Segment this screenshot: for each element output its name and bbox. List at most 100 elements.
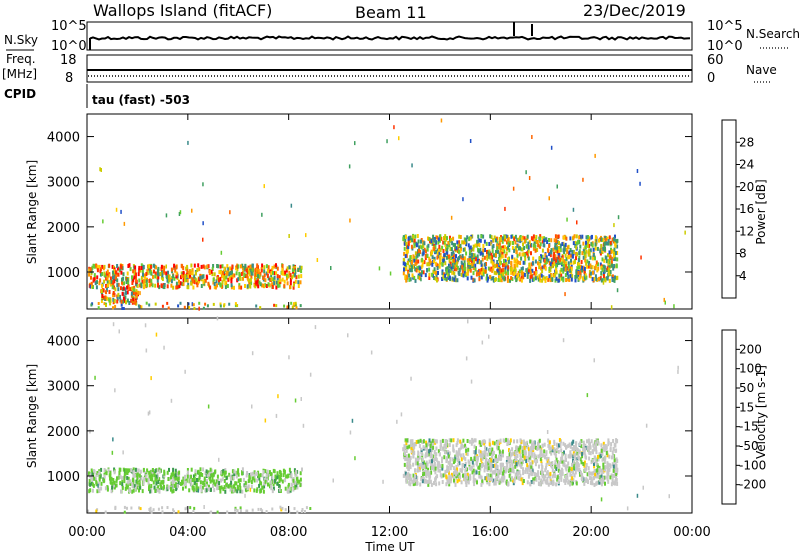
data-cell: [202, 280, 205, 285]
data-cell: [476, 254, 479, 259]
data-cell: [428, 441, 431, 446]
data-cell: [177, 481, 180, 485]
data-cell: [531, 468, 534, 473]
data-cell: [91, 488, 94, 493]
data-cell: [254, 272, 257, 277]
data-cell: [151, 473, 154, 478]
data-cell: [454, 264, 457, 269]
data-cell: [531, 268, 534, 273]
data-cell: [554, 267, 557, 272]
data-cell: [563, 267, 566, 271]
data-cell: [561, 242, 564, 246]
data-cell: [420, 452, 423, 456]
data-cell: [133, 484, 136, 489]
data-cell: [496, 241, 499, 246]
data-cell: [112, 478, 115, 482]
data-cell: [490, 259, 493, 264]
data-cell: [142, 467, 145, 472]
data-cell: [276, 471, 279, 476]
data-cell: [531, 442, 533, 447]
data-cell: [425, 479, 428, 484]
data-cell: [574, 452, 577, 457]
data-cell: [512, 466, 515, 471]
data-cell: [567, 461, 570, 466]
data-cell: [460, 445, 463, 450]
data-cell: [547, 438, 550, 443]
data-cell: [241, 263, 244, 268]
data-cell: [292, 285, 295, 290]
data-cell: [90, 281, 93, 286]
data-cell: [120, 489, 122, 494]
data-cell: [99, 278, 102, 283]
data-cell: [203, 265, 206, 270]
data-cell: [443, 455, 446, 460]
data-cell: [582, 265, 585, 270]
data-cell: [447, 460, 450, 465]
data-cell: [502, 272, 505, 277]
data-cell: [195, 484, 198, 488]
data-cell: [445, 456, 448, 461]
data-cell: [148, 470, 151, 475]
data-cell: [140, 305, 143, 309]
data-cell: [594, 472, 597, 477]
nsearch-top-tick: 10^5: [707, 19, 743, 34]
data-cell: [172, 479, 174, 484]
data-cell: [161, 273, 164, 278]
data-cell: [404, 238, 407, 243]
data-cell: [207, 281, 210, 286]
data-cell: [236, 485, 239, 489]
data-cell: [589, 255, 592, 260]
data-cell: [536, 239, 539, 244]
data-cell: [470, 379, 473, 384]
data-cell: [225, 476, 228, 481]
data-cell: [439, 234, 441, 239]
data-cell: [570, 473, 573, 478]
data-cell: [528, 464, 531, 469]
data-cell: [413, 479, 416, 484]
data-cell: [485, 460, 488, 465]
data-cell: [153, 473, 156, 478]
data-cell: [489, 255, 492, 260]
data-cell: [508, 448, 510, 453]
data-cell: [547, 277, 550, 282]
data-cell: [124, 486, 127, 491]
data-cell: [408, 444, 411, 449]
data-cell: [603, 244, 606, 249]
data-cell: [278, 484, 281, 488]
data-cell: [133, 290, 136, 295]
data-cell: [436, 464, 439, 469]
data-cell: [595, 468, 598, 473]
data-cell: [513, 439, 515, 444]
data-cell: [613, 458, 616, 463]
data-cell: [436, 251, 439, 256]
data-cell: [232, 475, 235, 480]
data-cell: [495, 249, 497, 254]
data-cell: [469, 265, 472, 269]
data-cell: [514, 267, 517, 272]
data-cell: [230, 485, 233, 490]
data-cell: [513, 259, 516, 264]
data-cell: [521, 481, 524, 486]
data-cell: [249, 472, 252, 477]
data-cell: [503, 439, 506, 443]
data-cell: [452, 444, 455, 449]
colorbar-tick-label: -50: [739, 439, 759, 453]
data-cell: [451, 457, 454, 462]
data-cell: [295, 473, 298, 478]
data-cell: [446, 266, 449, 271]
data-cell: [180, 481, 182, 486]
data-cell: [166, 278, 169, 283]
data-cell: [403, 246, 406, 251]
data-cell: [408, 481, 411, 486]
data-cell: [600, 443, 603, 448]
data-cell: [465, 448, 468, 453]
data-cell: [568, 250, 571, 255]
data-cell: [551, 474, 554, 479]
data-cell: [123, 221, 126, 226]
data-cell: [154, 274, 157, 279]
data-cell: [561, 261, 564, 266]
data-cell: [516, 238, 519, 243]
time-tick-label: 04:00: [169, 525, 206, 540]
data-cell: [219, 485, 222, 490]
data-cell: [534, 244, 537, 249]
